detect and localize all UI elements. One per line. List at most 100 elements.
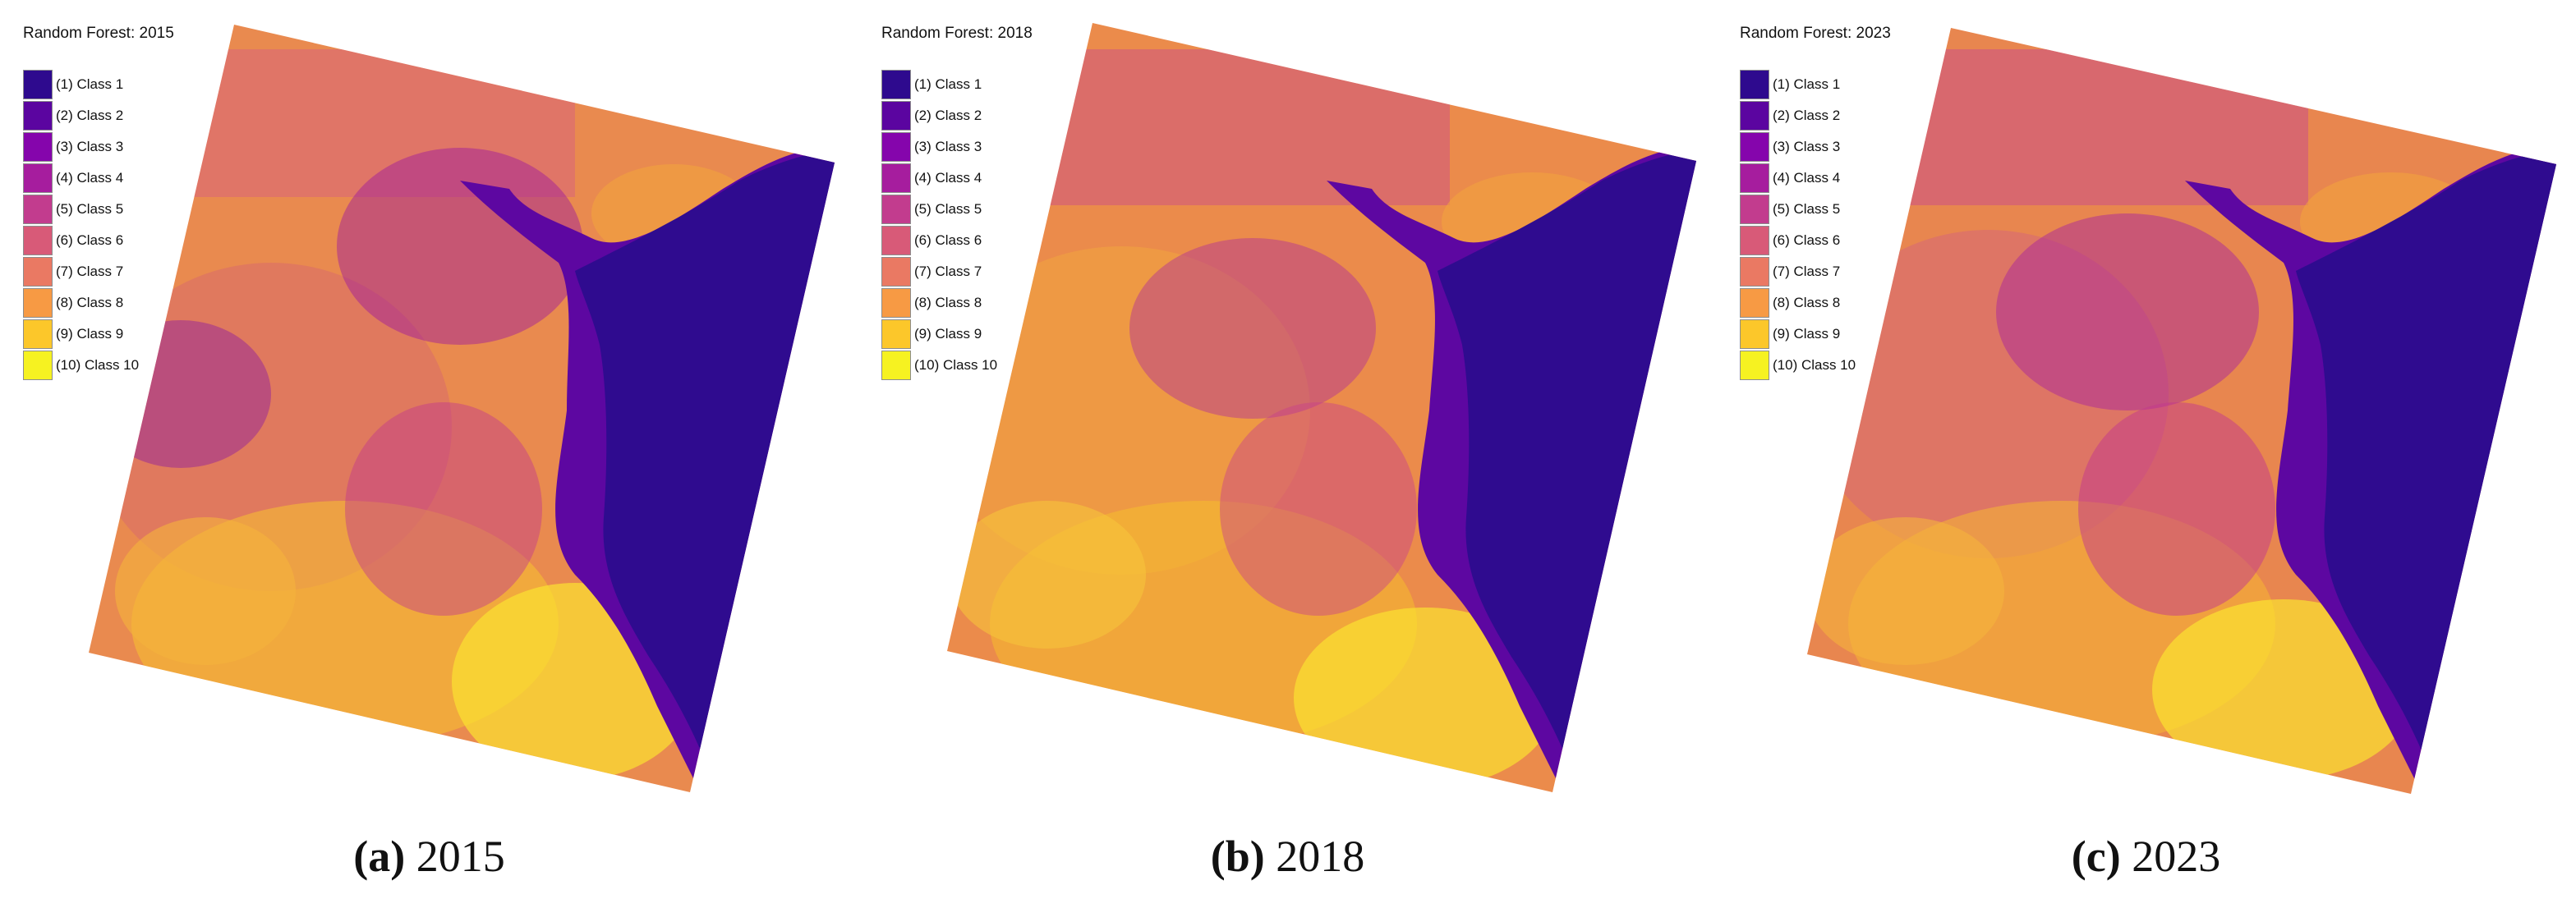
legend-label-class-8: (8) Class 8: [1773, 295, 1841, 310]
legend-item-class-9: (9) Class 9: [881, 319, 997, 350]
legend-label-class-7: (7) Class 7: [1773, 264, 1841, 279]
legend-item-class-5: (5) Class 5: [881, 194, 997, 225]
legend-item-class-5: (5) Class 5: [23, 194, 139, 225]
legend-swatch-class-4: [881, 163, 911, 193]
map-title: Random Forest: 2018: [881, 25, 1033, 42]
panel-caption: (a) 2015: [0, 831, 858, 882]
legend-swatch-class-3: [1740, 132, 1769, 162]
legend-item-class-10: (10) Class 10: [23, 350, 139, 381]
legend-label-class-9: (9) Class 9: [1773, 326, 1841, 342]
legend-label-class-6: (6) Class 6: [914, 232, 982, 248]
legend-label-class-5: (5) Class 5: [56, 201, 124, 217]
legend-item-class-6: (6) Class 6: [881, 225, 997, 256]
legend-label-class-2: (2) Class 2: [914, 108, 982, 123]
legend-label-class-6: (6) Class 6: [56, 232, 124, 248]
legend-label-class-9: (9) Class 9: [914, 326, 982, 342]
legend-swatch-class-4: [23, 163, 53, 193]
legend-swatch-class-10: [23, 351, 53, 380]
legend: (1) Class 1 (2) Class 2 (3) Class 3 (4) …: [23, 69, 139, 381]
panel-caption: (c) 2023: [1717, 831, 2575, 882]
legend-swatch-class-1: [1740, 70, 1769, 99]
legend-item-class-10: (10) Class 10: [881, 350, 997, 381]
legend-label-class-5: (5) Class 5: [914, 201, 982, 217]
map-title: Random Forest: 2023: [1740, 25, 1891, 42]
legend-item-class-8: (8) Class 8: [23, 287, 139, 319]
legend-label-class-8: (8) Class 8: [914, 295, 982, 310]
legend-swatch-class-1: [23, 70, 53, 99]
legend-swatch-class-10: [881, 351, 911, 380]
map-panel-2018: Random Forest: 2018 (1) Class 1 (2) Clas…: [858, 0, 1717, 908]
legend-item-class-1: (1) Class 1: [1740, 69, 1856, 100]
legend-item-class-7: (7) Class 7: [23, 256, 139, 287]
map-panel-2023: Random Forest: 2023 (1) Class 1 (2) Clas…: [1717, 0, 2575, 908]
legend-item-class-2: (2) Class 2: [1740, 100, 1856, 131]
legend-item-class-8: (8) Class 8: [881, 287, 997, 319]
classification-map: [1807, 28, 2556, 794]
legend-item-class-5: (5) Class 5: [1740, 194, 1856, 225]
caption-year: 2018: [1264, 832, 1365, 881]
legend-label-class-1: (1) Class 1: [56, 76, 124, 92]
legend-label-class-9: (9) Class 9: [56, 326, 124, 342]
map-panel-2015: Random Forest: 2015 (1) Class 1 (2) Clas…: [0, 0, 858, 908]
legend-swatch-class-9: [881, 319, 911, 349]
legend-label-class-2: (2) Class 2: [1773, 108, 1841, 123]
legend-label-class-10: (10) Class 10: [56, 357, 140, 373]
legend-item-class-7: (7) Class 7: [881, 256, 997, 287]
legend-label-class-5: (5) Class 5: [1773, 201, 1841, 217]
caption-label: (c): [2071, 832, 2121, 881]
legend-swatch-class-8: [881, 288, 911, 318]
legend-item-class-8: (8) Class 8: [1740, 287, 1856, 319]
legend-swatch-class-2: [1740, 101, 1769, 131]
caption-label: (a): [353, 832, 406, 881]
legend-item-class-3: (3) Class 3: [1740, 131, 1856, 163]
legend-swatch-class-7: [23, 257, 53, 287]
legend: (1) Class 1 (2) Class 2 (3) Class 3 (4) …: [1740, 69, 1856, 381]
legend-label-class-7: (7) Class 7: [914, 264, 982, 279]
classification-map: [89, 25, 835, 792]
legend-swatch-class-10: [1740, 351, 1769, 380]
legend-swatch-class-6: [1740, 226, 1769, 255]
legend-swatch-class-3: [881, 132, 911, 162]
legend-label-class-1: (1) Class 1: [914, 76, 982, 92]
legend-label-class-4: (4) Class 4: [914, 170, 982, 186]
legend-swatch-class-9: [23, 319, 53, 349]
legend-item-class-1: (1) Class 1: [881, 69, 997, 100]
legend-swatch-class-2: [881, 101, 911, 131]
legend-item-class-1: (1) Class 1: [23, 69, 139, 100]
legend-label-class-3: (3) Class 3: [1773, 139, 1841, 154]
legend-item-class-4: (4) Class 4: [881, 163, 997, 194]
legend-item-class-9: (9) Class 9: [1740, 319, 1856, 350]
legend-swatch-class-1: [881, 70, 911, 99]
legend-item-class-4: (4) Class 4: [1740, 163, 1856, 194]
panel-caption: (b) 2018: [858, 831, 1717, 882]
legend-swatch-class-7: [1740, 257, 1769, 287]
legend-label-class-7: (7) Class 7: [56, 264, 124, 279]
legend-swatch-class-6: [23, 226, 53, 255]
legend-item-class-10: (10) Class 10: [1740, 350, 1856, 381]
legend-label-class-1: (1) Class 1: [1773, 76, 1841, 92]
legend-label-class-3: (3) Class 3: [914, 139, 982, 154]
legend-item-class-3: (3) Class 3: [23, 131, 139, 163]
caption-label: (b): [1210, 832, 1265, 881]
legend-swatch-class-9: [1740, 319, 1769, 349]
legend-swatch-class-5: [881, 195, 911, 224]
legend-item-class-3: (3) Class 3: [881, 131, 997, 163]
legend-swatch-class-2: [23, 101, 53, 131]
legend-swatch-class-3: [23, 132, 53, 162]
map-title: Random Forest: 2015: [23, 25, 174, 42]
legend-item-class-6: (6) Class 6: [1740, 225, 1856, 256]
legend-swatch-class-5: [1740, 195, 1769, 224]
legend-label-class-10: (10) Class 10: [1773, 357, 1856, 373]
legend-label-class-2: (2) Class 2: [56, 108, 124, 123]
land-cover-raster: [1807, 28, 2556, 794]
legend-item-class-2: (2) Class 2: [881, 100, 997, 131]
legend-swatch-class-6: [881, 226, 911, 255]
legend-label-class-8: (8) Class 8: [56, 295, 124, 310]
legend: (1) Class 1 (2) Class 2 (3) Class 3 (4) …: [881, 69, 997, 381]
legend-item-class-7: (7) Class 7: [1740, 256, 1856, 287]
legend-item-class-4: (4) Class 4: [23, 163, 139, 194]
legend-label-class-3: (3) Class 3: [56, 139, 124, 154]
legend-swatch-class-8: [23, 288, 53, 318]
land-cover-raster: [947, 23, 1696, 792]
legend-label-class-10: (10) Class 10: [914, 357, 998, 373]
